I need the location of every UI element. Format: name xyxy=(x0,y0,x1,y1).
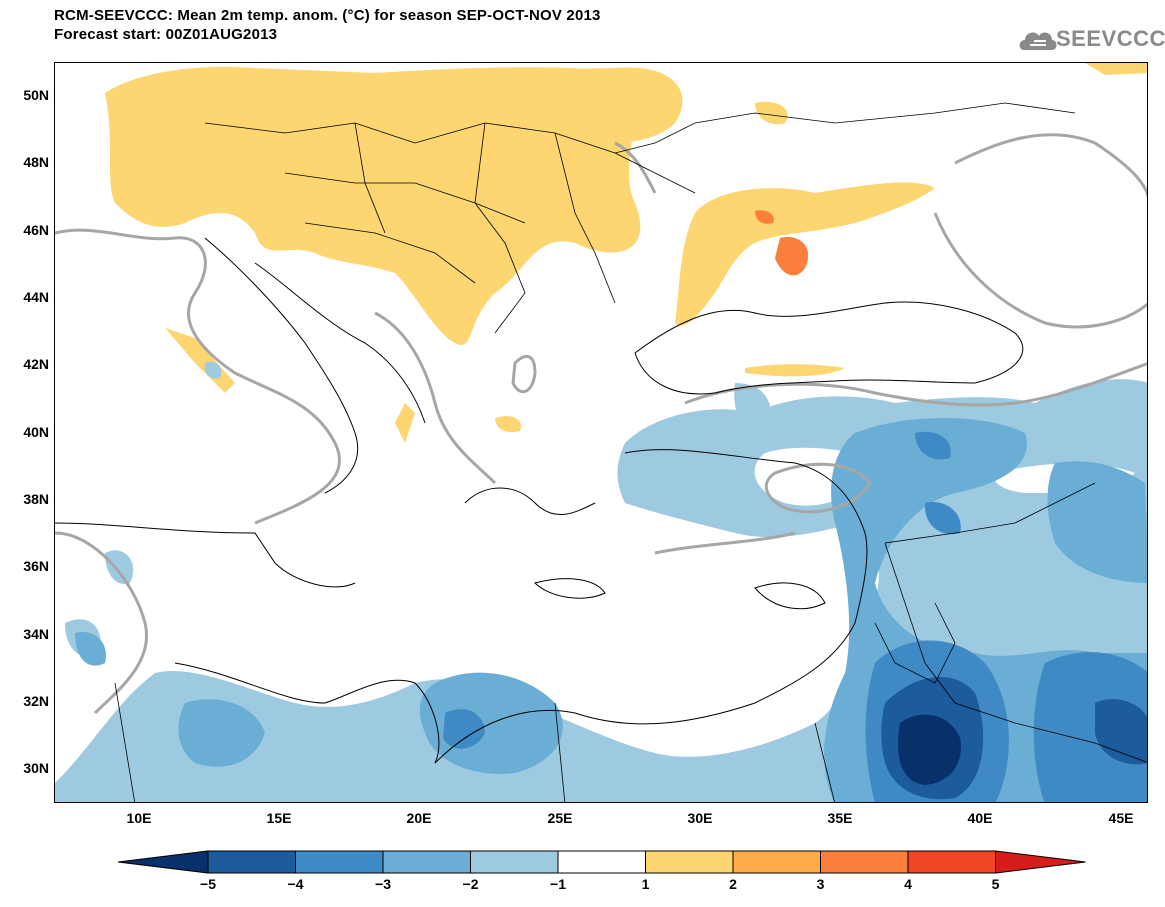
colorbar-extend-low xyxy=(118,850,209,874)
colorbar-tick-label: −1 xyxy=(550,876,566,892)
lat-label: 48N xyxy=(23,154,49,170)
country-borders xyxy=(114,102,1147,802)
lon-label: 20E xyxy=(406,810,432,826)
lat-label: 32N xyxy=(23,693,49,709)
colorbar-segment xyxy=(207,850,296,874)
colorbar-tick-label: 4 xyxy=(904,876,912,892)
lat-label: 34N xyxy=(23,626,49,642)
colorbar-segment xyxy=(820,850,909,874)
cloud-logo-icon xyxy=(1019,32,1057,50)
lon-label: 35E xyxy=(827,810,853,826)
lat-label: 38N xyxy=(23,491,49,507)
colorbar-tick-label: −4 xyxy=(287,876,304,892)
colorbar xyxy=(118,850,1086,874)
colorbar-tick-label: −2 xyxy=(462,876,479,892)
lon-label: 30E xyxy=(687,810,713,826)
colorbar-segment xyxy=(295,850,384,874)
colorbar-tick-label: 2 xyxy=(729,876,737,892)
colorbar-segment xyxy=(470,850,559,874)
colorbar-segment xyxy=(382,850,471,874)
colorbar-tick-label: 5 xyxy=(991,876,1000,892)
anomaly-map xyxy=(55,63,1147,802)
lat-label: 40N xyxy=(23,424,49,440)
coastlines xyxy=(55,237,1024,764)
colorbar-tick-label: −5 xyxy=(200,876,216,892)
colorbar-segment xyxy=(907,850,996,874)
extreme-cool-anomaly-areas xyxy=(897,714,961,785)
colorbar-tick-label: −3 xyxy=(375,876,391,892)
colorbar-extend-high xyxy=(995,850,1086,874)
lat-label: 46N xyxy=(23,222,49,238)
lon-label: 25E xyxy=(547,810,573,826)
colorbar-tick-label: 3 xyxy=(816,876,825,892)
map-panel xyxy=(54,62,1148,803)
colorbar-tick-label: 1 xyxy=(641,876,650,892)
map-title: RCM-SEEVCCC: Mean 2m temp. anom. (°C) fo… xyxy=(54,6,601,44)
lat-label: 30N xyxy=(23,760,49,776)
zero-contours xyxy=(55,133,1147,715)
lat-label: 44N xyxy=(23,289,49,305)
title-line-1: RCM-SEEVCCC: Mean 2m temp. anom. (°C) fo… xyxy=(54,7,601,24)
colorbar-segment xyxy=(732,850,821,874)
lon-label: 10E xyxy=(126,810,152,826)
lat-label: 50N xyxy=(23,87,49,103)
colorbar-segment xyxy=(645,850,734,874)
title-line-2: Forecast start: 00Z01AUG2013 xyxy=(54,26,278,43)
warm-anomaly-areas xyxy=(105,63,1147,443)
lon-label: 45E xyxy=(1108,810,1134,826)
lat-label: 42N xyxy=(23,356,49,372)
logo-text: SEEVCCC xyxy=(1056,26,1165,51)
lon-label: 15E xyxy=(266,810,292,826)
colorbar-segment xyxy=(557,850,646,874)
strong-warm-anomaly-areas xyxy=(755,210,809,276)
lat-label: 36N xyxy=(23,558,49,574)
lon-label: 40E xyxy=(967,810,993,826)
